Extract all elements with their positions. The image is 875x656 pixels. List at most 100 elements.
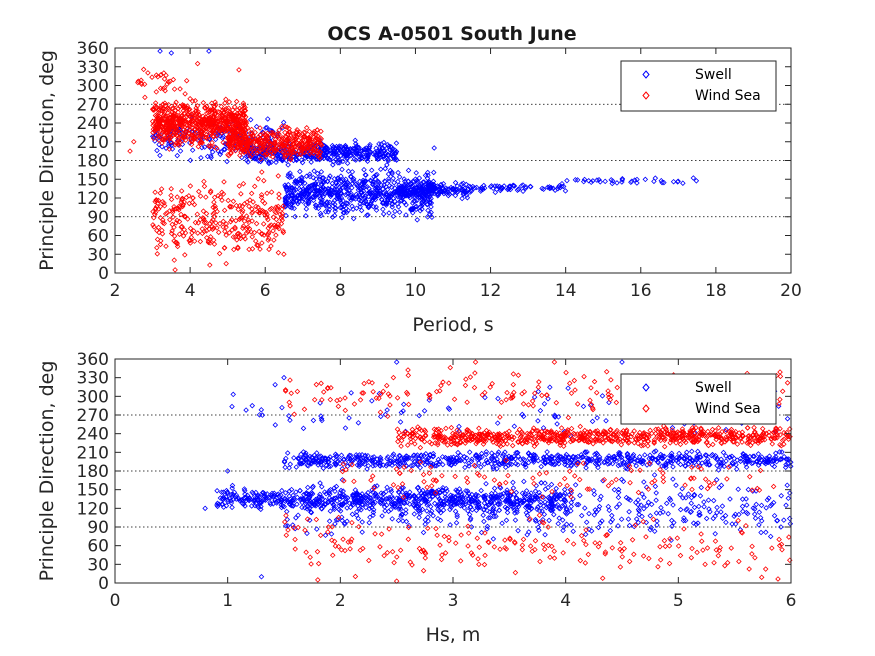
data-point xyxy=(373,207,380,213)
data-point xyxy=(406,522,412,529)
data-point xyxy=(687,509,694,515)
data-point xyxy=(723,458,729,464)
data-point xyxy=(307,136,313,143)
data-point xyxy=(221,109,227,115)
data-point xyxy=(366,145,372,151)
data-point xyxy=(209,139,215,146)
data-point xyxy=(494,465,500,472)
data-point xyxy=(385,454,391,460)
data-point xyxy=(266,246,272,253)
data-point xyxy=(771,512,778,519)
data-point xyxy=(245,136,251,143)
data-point xyxy=(377,166,384,173)
data-point xyxy=(251,139,258,146)
data-point xyxy=(211,114,218,120)
data-point xyxy=(166,146,173,152)
data-point xyxy=(527,497,534,504)
data-point xyxy=(543,453,550,460)
data-point xyxy=(376,155,382,162)
data-point xyxy=(287,170,293,176)
data-point xyxy=(269,148,275,154)
data-point xyxy=(581,176,588,183)
data-point xyxy=(463,181,470,188)
data-point xyxy=(305,495,312,501)
data-point xyxy=(258,194,265,201)
data-point xyxy=(358,189,365,196)
data-point xyxy=(418,452,424,458)
data-point xyxy=(384,484,390,491)
data-point xyxy=(313,454,319,461)
data-point xyxy=(769,461,776,468)
data-point xyxy=(131,138,137,145)
data-point xyxy=(481,493,488,499)
data-point xyxy=(248,190,255,197)
data-point xyxy=(388,151,395,158)
data-point xyxy=(176,218,183,225)
y-tick-label: 150 xyxy=(77,170,109,190)
data-point xyxy=(425,172,431,178)
data-point xyxy=(296,141,303,147)
data-point xyxy=(555,520,562,527)
data-point xyxy=(287,461,294,467)
data-point xyxy=(600,477,606,484)
data-point xyxy=(195,143,202,150)
data-point xyxy=(172,107,178,114)
data-point xyxy=(384,455,390,462)
data-point xyxy=(540,186,547,192)
data-point xyxy=(287,156,294,163)
data-point xyxy=(548,481,555,488)
data-point xyxy=(157,203,164,210)
data-point xyxy=(701,499,707,505)
data-point xyxy=(281,251,287,257)
data-point xyxy=(248,503,255,509)
data-point xyxy=(177,86,183,92)
data-point xyxy=(217,113,223,120)
data-point xyxy=(511,183,518,189)
data-point xyxy=(254,493,260,500)
data-point xyxy=(423,459,430,465)
data-point xyxy=(398,190,404,197)
data-point xyxy=(691,459,698,466)
data-point xyxy=(630,453,636,460)
data-point xyxy=(332,187,338,193)
data-point xyxy=(369,197,375,204)
data-point xyxy=(242,503,248,509)
data-point xyxy=(196,115,202,121)
data-point xyxy=(259,240,265,246)
data-point xyxy=(210,204,216,211)
data-point xyxy=(240,223,247,229)
data-point xyxy=(403,455,409,462)
data-point xyxy=(221,179,227,185)
y-tick-label: 270 xyxy=(77,95,109,115)
data-point xyxy=(652,483,659,490)
data-point xyxy=(294,494,301,501)
x-axis-label: Period, s xyxy=(412,314,493,336)
data-point xyxy=(669,523,675,530)
data-point xyxy=(457,452,464,459)
data-point xyxy=(473,452,480,458)
data-point xyxy=(327,173,333,179)
data-point xyxy=(280,119,287,126)
data-point xyxy=(228,149,234,156)
data-point xyxy=(570,528,577,535)
data-point xyxy=(429,488,435,494)
data-point xyxy=(168,230,175,237)
data-point xyxy=(160,219,166,226)
data-point xyxy=(483,449,490,455)
data-point xyxy=(381,182,387,188)
data-point xyxy=(237,498,243,504)
data-point xyxy=(294,127,300,133)
data-point xyxy=(239,207,246,214)
data-point xyxy=(555,457,561,464)
data-point xyxy=(243,225,250,232)
data-point xyxy=(267,127,273,134)
data-point xyxy=(563,521,570,528)
data-point xyxy=(384,186,391,193)
data-point xyxy=(302,134,308,140)
data-point xyxy=(398,511,405,518)
data-point xyxy=(396,463,403,470)
data-point xyxy=(536,519,543,526)
data-point xyxy=(202,505,208,512)
data-point xyxy=(244,125,251,131)
data-point xyxy=(519,411,526,418)
